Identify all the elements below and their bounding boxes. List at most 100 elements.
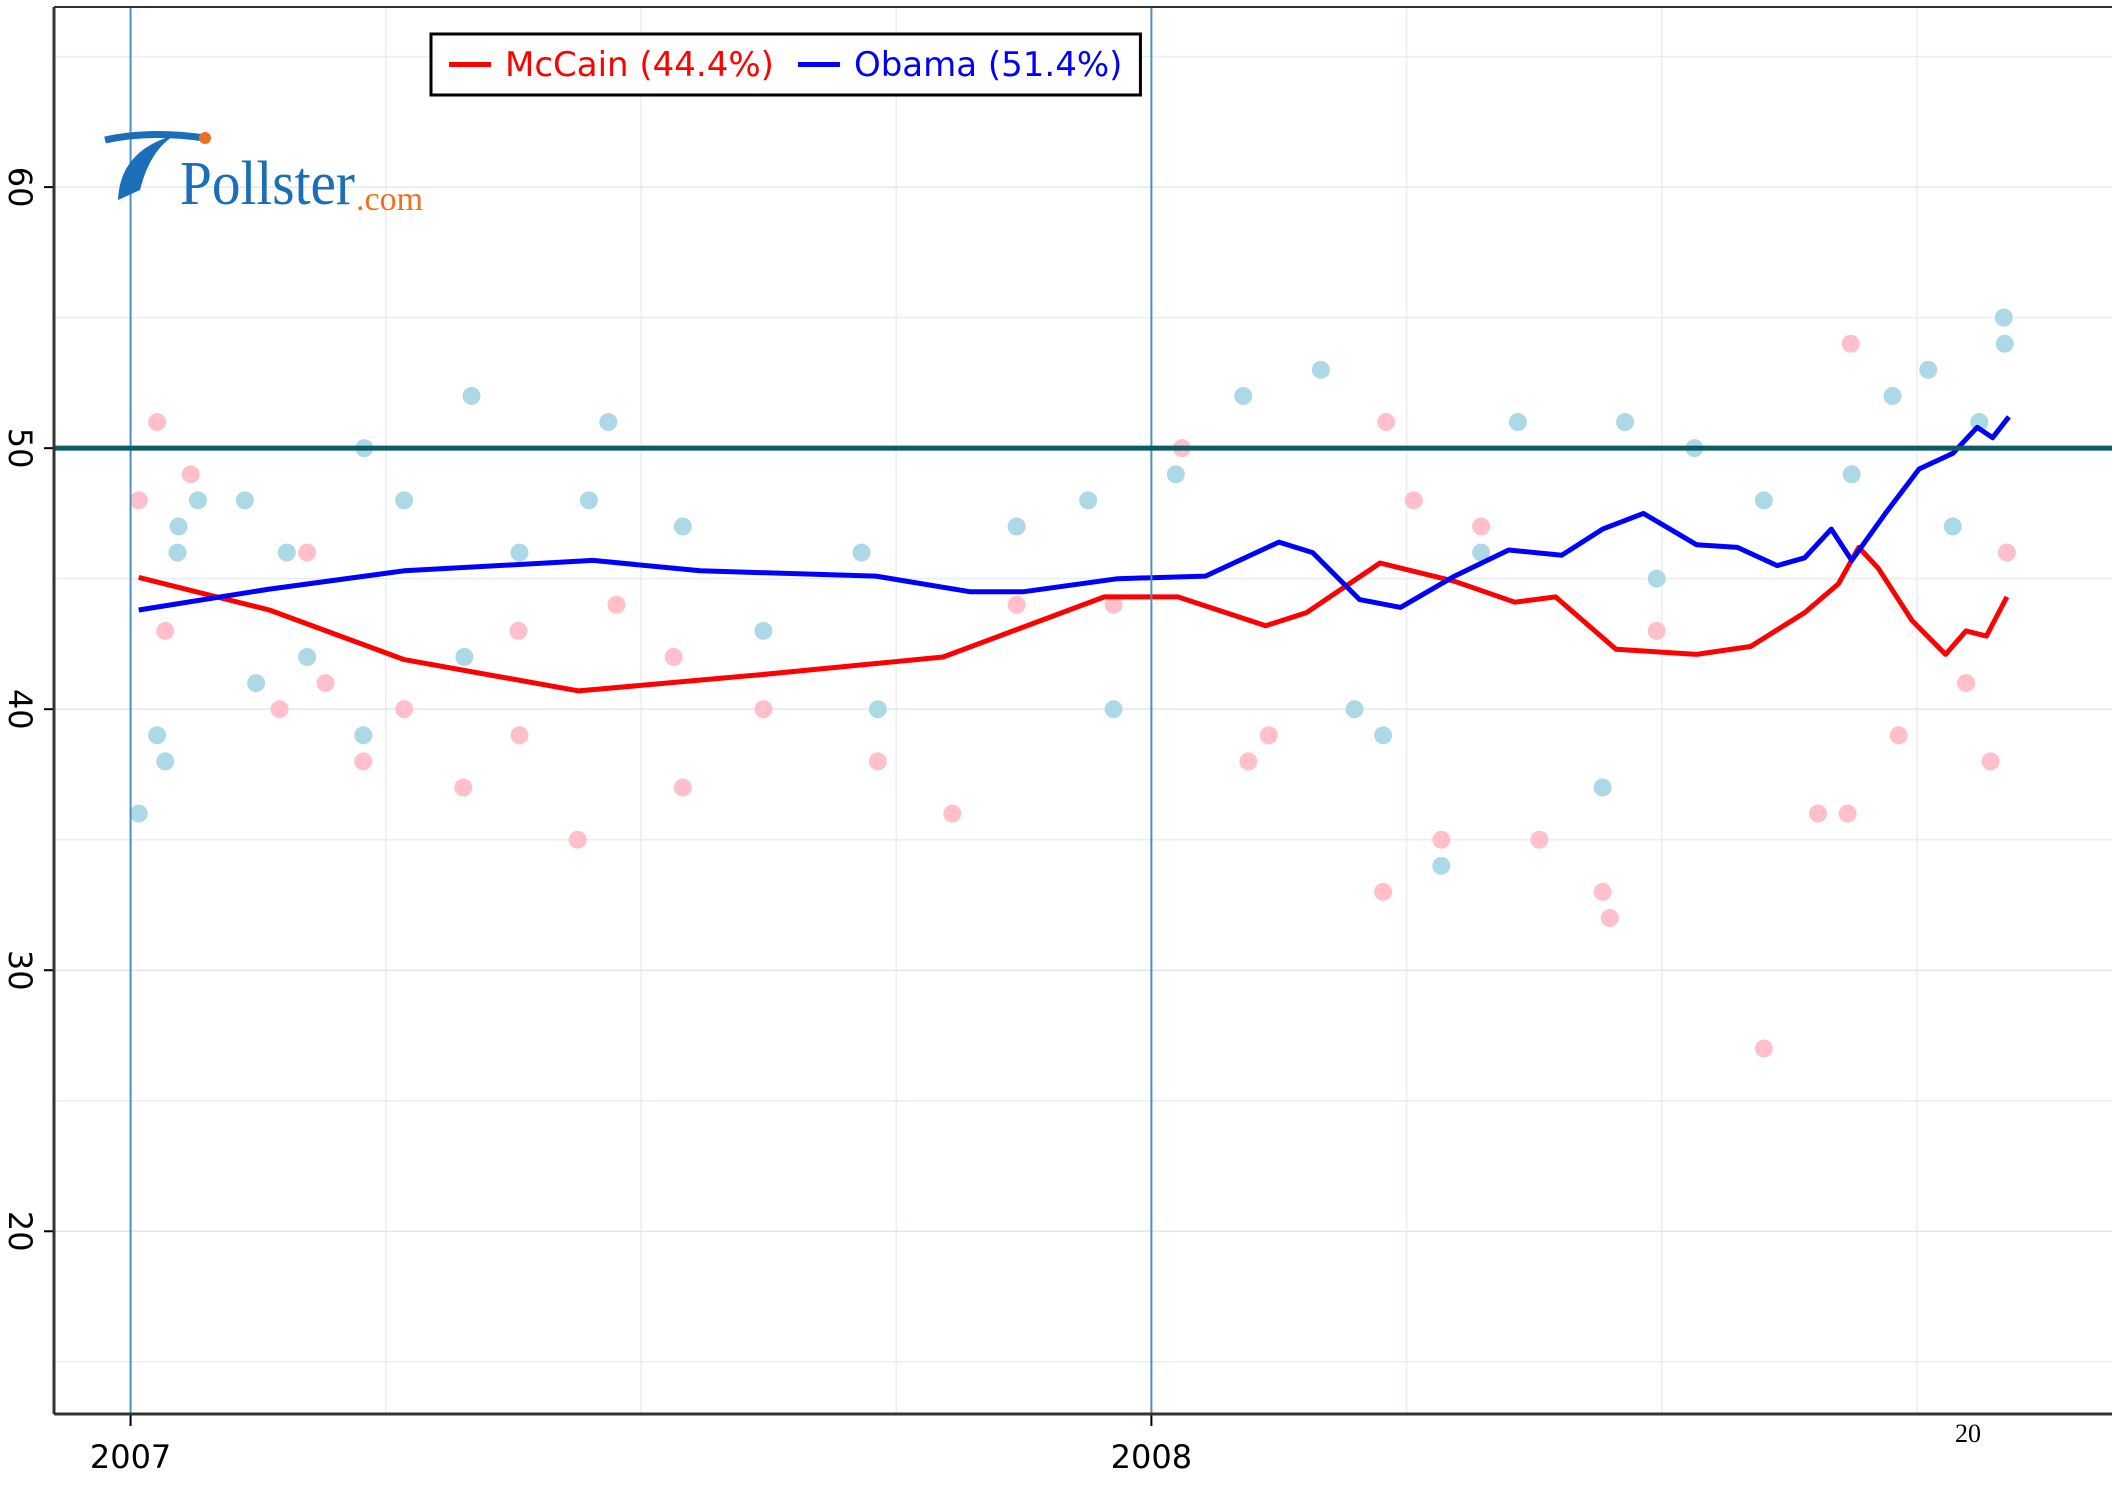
poll-point [1432, 856, 1451, 875]
poll-point [1104, 700, 1123, 719]
poll-point [354, 726, 373, 745]
poll-point [1472, 543, 1491, 562]
poll-point [943, 804, 962, 823]
poll-point [1754, 1039, 1773, 1058]
poll-point [1889, 726, 1908, 745]
poll-point [1259, 726, 1278, 745]
poll-point [1995, 334, 2014, 353]
poll-point [1104, 595, 1123, 614]
poll-point [510, 543, 529, 562]
poll-point [1007, 595, 1026, 614]
poll-point [270, 700, 289, 719]
poll-point [1883, 386, 1902, 405]
poll-point [1600, 909, 1619, 928]
poll-point [1754, 491, 1773, 510]
poll-point [156, 752, 175, 771]
poll-point [169, 517, 188, 536]
poll-point [1404, 491, 1423, 510]
poll-point [1981, 752, 2000, 771]
x-tick-label: 2008 [1111, 1438, 1192, 1476]
poll-point [868, 700, 887, 719]
poll-points [129, 308, 2016, 1058]
poll-point [1997, 543, 2016, 562]
poll-point [1616, 413, 1635, 432]
poll-point [1472, 517, 1491, 536]
poll-point [395, 700, 414, 719]
poll-point [1647, 569, 1666, 588]
poll-point [395, 491, 414, 510]
poll-point [1239, 752, 1258, 771]
poll-point [277, 543, 296, 562]
poll-point [1007, 517, 1026, 536]
poll-point [868, 752, 887, 771]
poll-point [181, 465, 200, 484]
poll-point [1530, 830, 1549, 849]
poll-point [1841, 334, 1860, 353]
y-tick-label: 30 [1, 950, 39, 991]
poll-point [148, 413, 167, 432]
poll-point [1234, 386, 1253, 405]
poll-point [599, 413, 618, 432]
logo-swoosh [118, 135, 175, 200]
poll-point [1166, 465, 1185, 484]
poll-point [316, 674, 335, 693]
poll-point [852, 543, 871, 562]
poll-point [754, 700, 773, 719]
poll-point [1593, 882, 1612, 901]
logo-dot [199, 132, 211, 144]
x-tick-label: 2007 [90, 1438, 171, 1476]
poll-point [156, 621, 175, 640]
poll-point [1647, 621, 1666, 640]
poll-point [1842, 465, 1861, 484]
poll-point [510, 726, 529, 745]
poll-point [509, 621, 528, 640]
poll-point [568, 830, 587, 849]
legend-box [429, 32, 1142, 97]
y-tick-label: 20 [1, 1211, 39, 1252]
poll-point [607, 595, 626, 614]
poll-point [298, 647, 317, 666]
trend-lines [138, 415, 2011, 694]
poll-point [673, 517, 692, 536]
poll-point [247, 674, 266, 693]
trend-line [138, 415, 2011, 613]
y-tick-label: 60 [1, 167, 39, 208]
poll-point [148, 726, 167, 745]
y-tick-label: 50 [1, 428, 39, 469]
poll-point [1345, 700, 1364, 719]
y-tick-label: 40 [1, 689, 39, 730]
poll-point [1919, 360, 1938, 379]
poll-point [354, 752, 373, 771]
legend: McCain (44.4%) Obama (51.4%) [429, 32, 1142, 97]
poll-point [1508, 413, 1527, 432]
poll-point [1957, 674, 1976, 693]
poll-point [1432, 830, 1451, 849]
poll-point [235, 491, 254, 510]
poll-point [673, 778, 692, 797]
logo-arc [104, 130, 206, 144]
poll-point [1943, 517, 1962, 536]
trend-line [138, 544, 2010, 694]
poll-point [1374, 726, 1393, 745]
poll-point [1377, 413, 1396, 432]
poll-point [188, 491, 207, 510]
logo: Pollster .com [104, 130, 423, 218]
poll-point [1311, 360, 1330, 379]
poll-point [1994, 308, 2013, 327]
legend-label: Obama (51.4%) [854, 45, 1122, 85]
poll-point [664, 647, 683, 666]
poll-point [754, 621, 773, 640]
poll-point [455, 647, 474, 666]
annotation: 20 [1955, 1419, 1981, 1448]
poll-point [462, 386, 481, 405]
logo-text: Pollster [180, 150, 355, 218]
poll-point [1374, 882, 1393, 901]
poll-point [1809, 804, 1827, 823]
poll-point [298, 543, 317, 562]
poll-point [1838, 804, 1857, 823]
poll-point [129, 804, 148, 823]
poll-point [1079, 491, 1098, 510]
